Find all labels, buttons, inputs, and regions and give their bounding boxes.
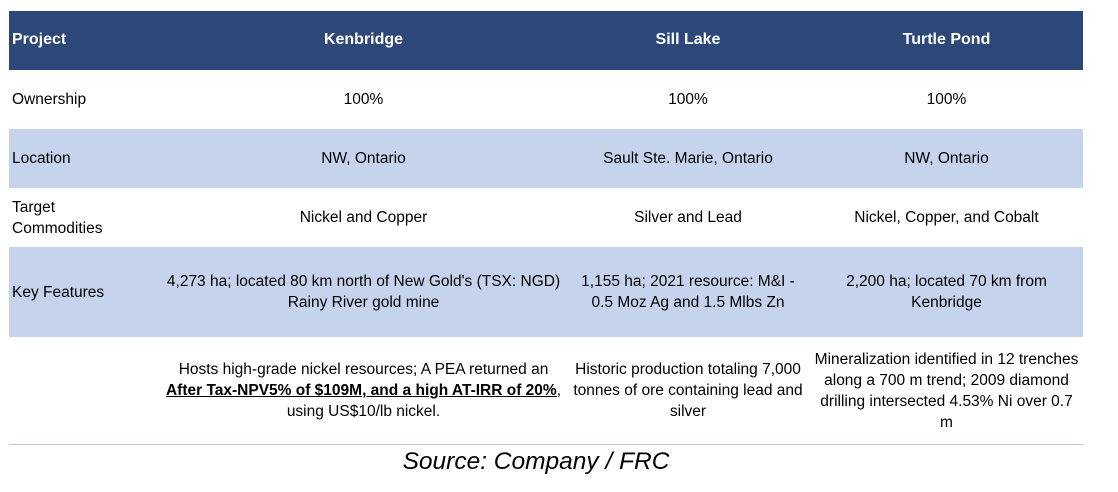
target-label-line2: Commodities [12,219,103,237]
target-kenbridge: Nickel and Copper [299,209,428,226]
header-turtle-pond: Turtle Pond [902,31,991,48]
key-features-label: Key Features [12,283,105,301]
header-sill-lake: Sill Lake [655,31,721,48]
target-commodities-row: Target Commodities Nickel and Copper Sil… [9,188,1083,247]
location-label: Location [12,150,71,167]
key-features-sill-lake: 1,155 ha; 2021 resource: M&I - 0.5 Moz A… [581,273,795,311]
source-caption: Source: Company / FRC [402,448,670,475]
key-features-turtle-pond: 2,200 ha; located 70 km from Kenbridge [846,273,1047,311]
target-commodities-label: Target Commodities [9,188,161,247]
details-sill-lake: Historic production totaling 7,000 tonne… [573,361,803,420]
ownership-label: Ownership [12,91,87,108]
location-row: Location NW, Ontario Sault Ste. Marie, O… [9,129,1083,188]
projects-table: Project Kenbridge Sill Lake Turtle Pond … [9,11,1083,445]
ownership-sill-lake: 100% [668,91,708,108]
target-sill-lake: Silver and Lead [634,209,742,226]
details-kenbridge-part1: Hosts high-grade nickel resources; A PEA… [178,361,549,378]
details-label-empty [9,337,161,444]
details-turtle-pond: Mineralization identified in 12 trenches… [814,350,1079,431]
header-kenbridge: Kenbridge [323,31,404,48]
ownership-kenbridge: 100% [343,91,384,108]
target-turtle-pond: Nickel, Copper, and Cobalt [854,209,1039,226]
ownership-row: Ownership 100% 100% 100% [9,70,1083,129]
details-kenbridge-part2: , using US$10/lb nickel. [286,382,562,420]
details-kenbridge: Hosts high-grade nickel resources; A PEA… [161,337,566,444]
key-features-kenbridge: 4,273 ha; located 80 km north of New Gol… [166,273,561,311]
ownership-turtle-pond: 100% [926,91,967,108]
target-label-line1: Target [12,198,56,216]
details-row: Hosts high-grade nickel resources; A PEA… [9,337,1083,445]
location-sill-lake: Sault Ste. Marie, Ontario [603,150,773,167]
location-kenbridge: NW, Ontario [321,150,406,167]
location-turtle-pond: NW, Ontario [904,150,989,167]
key-features-row: Key Features 4,273 ha; located 80 km nor… [9,247,1083,337]
header-row: Project Kenbridge Sill Lake Turtle Pond [9,11,1083,70]
header-project: Project [12,31,67,48]
details-kenbridge-emphasis: After Tax-NPV5% of $109M, and a high AT-… [165,382,557,399]
